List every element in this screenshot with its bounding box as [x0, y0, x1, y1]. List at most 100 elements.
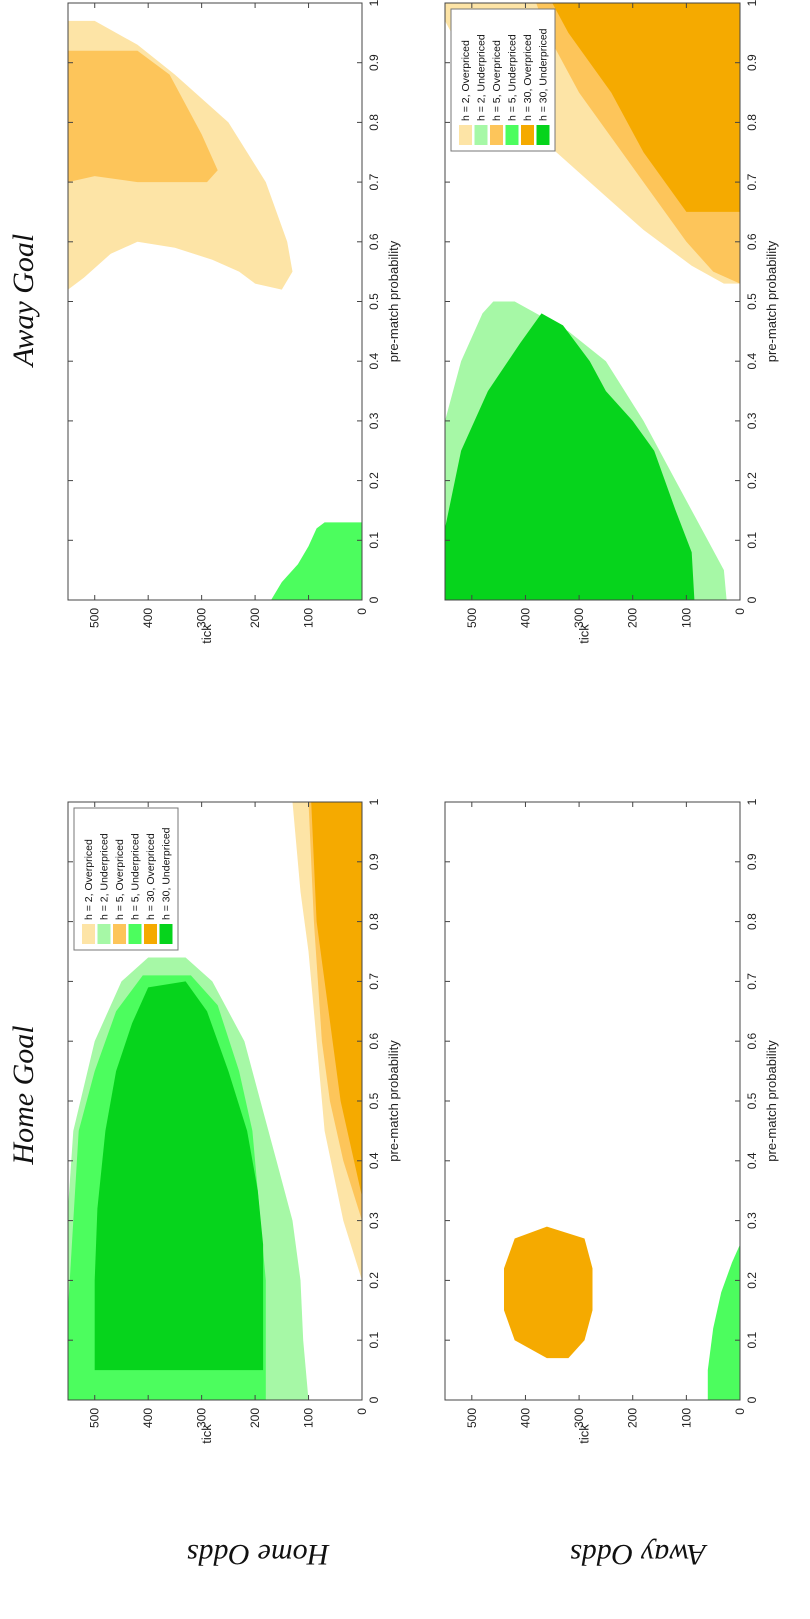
region-h30-under: [94, 981, 264, 1371]
legend: h = 2, Overpriced h = 2, Underpriced h = 5…: [73, 807, 179, 951]
y-tick-label: 0: [355, 1408, 369, 1415]
y-tick-label: 200: [248, 1408, 262, 1428]
x-tick-label: 0: [367, 1396, 381, 1403]
y-tick-label: 400: [141, 1408, 155, 1428]
x-tick-label: 0.8: [745, 913, 759, 930]
x-tick-label: 0.6: [745, 1033, 759, 1050]
x-tick-label: 0: [745, 596, 759, 603]
x-tick-label: 0.2: [367, 1272, 381, 1289]
x-tick-label: 0.9: [367, 54, 381, 71]
x-tick-label: 0.1: [745, 1332, 759, 1349]
legend-label: h = 30, Overpriced: [522, 34, 534, 121]
legend: h = 2, Overpriced h = 2, Underpriced h = 5…: [450, 8, 556, 152]
legend-swatch: [474, 125, 488, 145]
x-tick-label: 0.1: [367, 532, 381, 549]
y-tick-label: 0: [733, 1408, 747, 1415]
legend-label: h = 2, Underpriced: [476, 34, 488, 121]
x-tick-label: 0.3: [367, 412, 381, 429]
x-tick-label: 0.8: [745, 114, 759, 131]
x-tick-label: 0.1: [367, 1332, 381, 1349]
y-tick-label: 400: [518, 608, 532, 628]
x-tick-label: 0.8: [367, 913, 381, 930]
x-tick-label: 1: [745, 798, 759, 805]
x-tick-label: 0: [745, 1396, 759, 1403]
x-tick-label: 0.3: [367, 1212, 381, 1229]
y-tick-label: 100: [302, 608, 316, 628]
legend-swatch: [113, 924, 126, 944]
legend-label: h = 5, Overpriced: [491, 40, 503, 121]
legend-swatch: [505, 125, 519, 145]
legend-label: h = 30, Underpriced: [538, 28, 550, 121]
legend-label: h = 5, Underpriced: [130, 833, 142, 920]
y-tick-label: 100: [679, 1408, 693, 1428]
y-tick-label: 500: [465, 608, 479, 628]
x-tick-label: 0.1: [745, 532, 759, 549]
x-tick-label: 0.9: [367, 853, 381, 870]
panel-home-goal-away-odds: 0 0.1 0.2 0.3 0.4 0.5 0.6 0.7 0.8 0.9 1 100 200 300 40…: [444, 798, 779, 1444]
x-tick-label: 1: [367, 798, 381, 805]
legend-swatch: [521, 125, 534, 145]
x-tick-label: 0.4: [367, 353, 381, 370]
region-h5-over: [68, 50, 218, 183]
y-tick-label: 200: [626, 1408, 640, 1428]
x-tick-label: 0.4: [745, 353, 759, 370]
title-away-odds: Away Odds: [570, 1538, 708, 1571]
y-tick-label: 300: [572, 608, 586, 628]
title-home-odds: Home Odds: [187, 1538, 331, 1571]
title-home-goal: Home Goal: [7, 1025, 40, 1165]
x-axis-label: pre-match probability: [764, 240, 779, 362]
legend-swatch: [490, 125, 503, 145]
x-tick-label: 0.3: [745, 412, 759, 429]
x-tick-label: 0.6: [367, 233, 381, 250]
legend-label: h = 30, Underpriced: [161, 827, 173, 920]
x-tick-label: 0.7: [367, 973, 381, 990]
y-tick-label: 300: [195, 1408, 209, 1428]
legend-swatch: [159, 924, 173, 944]
y-tick-label: 100: [302, 1408, 316, 1428]
x-tick-label: 0.6: [367, 1033, 381, 1050]
x-tick-label: 1: [745, 0, 759, 6]
y-tick-label: 300: [572, 1408, 586, 1428]
y-tick-label: 0: [355, 608, 369, 615]
legend-label: h = 5, Underpriced: [507, 34, 519, 121]
legend-label: h = 2, Underpriced: [99, 833, 111, 920]
legend-swatch: [459, 125, 472, 145]
y-tick-label: 500: [88, 608, 102, 628]
legend-label: h = 2, Overpriced: [460, 40, 472, 121]
panels: 00.10.20.30.40.50.60.70.80.9110020030040…: [67, 0, 779, 1444]
panel-home-goal-home-odds: 0 0.1 0.2 0.3 0.4 0.5 0.6 0.7 0.8 0.9 1 100 200 300 40…: [67, 798, 401, 1444]
title-away-goal: Away Goal: [7, 234, 40, 369]
x-tick-label: 0.3: [745, 1212, 759, 1229]
y-axis-label: tick: [577, 624, 592, 644]
y-tick-label: 300: [195, 608, 209, 628]
region-h30-over: [311, 802, 362, 1197]
y-tick-label: 200: [248, 608, 262, 628]
x-tick-label: 0.5: [367, 293, 381, 310]
x-tick-label: 0.2: [745, 472, 759, 489]
y-tick-label: 0: [733, 608, 747, 615]
x-tick-label: 0.9: [745, 853, 759, 870]
y-tick-label: 100: [679, 608, 693, 628]
x-tick-label: 1: [367, 0, 381, 6]
legend-label: h = 30, Overpriced: [145, 833, 157, 920]
legend-swatch: [97, 924, 111, 944]
x-tick-label: 0.2: [367, 472, 381, 489]
y-tick-label: 200: [626, 608, 640, 628]
region-h30-over: [504, 1226, 593, 1359]
x-tick-label: 0.7: [367, 173, 381, 190]
x-tick-label: 0: [367, 596, 381, 603]
x-tick-label: 0.8: [367, 114, 381, 131]
x-tick-label: 0.4: [745, 1152, 759, 1169]
region-h5-under: [271, 522, 362, 600]
x-axis-label: pre-match probability: [386, 1040, 401, 1162]
region-h30-over: [552, 3, 740, 212]
x-tick-label: 0.5: [745, 293, 759, 310]
panel-away-goal-away-odds: 0 0.1 0.2 0.3 0.4 0.5 0.6 0.7 0.8 0.9 1 100 200 300 40…: [444, 0, 779, 644]
x-tick-label: 0.5: [745, 1092, 759, 1109]
y-tick-label: 500: [465, 1408, 479, 1428]
y-tick-label: 400: [141, 608, 155, 628]
legend-swatch: [144, 924, 157, 944]
region-h30-under: [445, 313, 695, 600]
legend-swatch: [536, 125, 550, 145]
